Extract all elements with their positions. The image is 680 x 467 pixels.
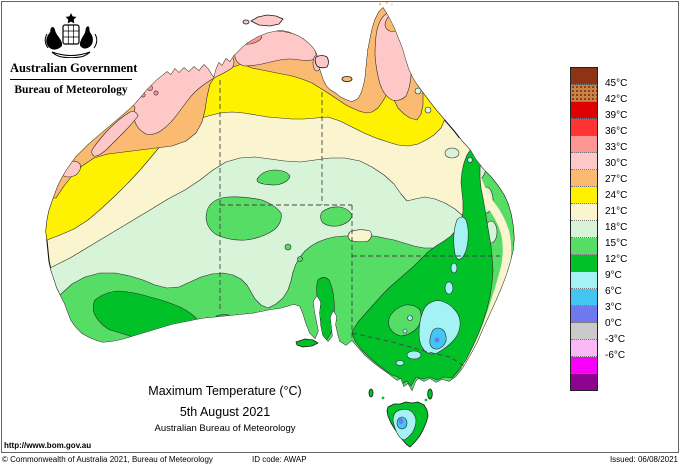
legend-swatch [571, 272, 597, 289]
legend-swatch [571, 289, 597, 306]
legend-swatch [571, 306, 597, 323]
legend-swatch [571, 340, 597, 357]
central-green-patches [205, 169, 353, 262]
bom-url: http://www.bom.gov.au [4, 441, 92, 450]
legend-label: 42°C [605, 94, 628, 105]
legend-label: -3°C [605, 334, 626, 345]
legend-swatch [571, 357, 597, 374]
legend-label: 3°C [605, 302, 622, 313]
legend-label: 24°C [605, 190, 628, 201]
map-border-frame [1, 1, 679, 453]
map-title-block: Maximum Temperature (°C) 5th August 2021… [75, 384, 375, 434]
victoria-midgreen-hole [388, 304, 422, 337]
legend-label: 9°C [605, 270, 622, 281]
band-9-12 [395, 157, 473, 366]
legend-color-scale [570, 67, 598, 391]
bureau-title: Bureau of Meteorology [14, 84, 128, 96]
government-header: Australian Government Bureau of Meteorol… [10, 12, 138, 96]
legend-swatch [571, 153, 597, 170]
legend-swatch [571, 136, 597, 153]
government-title: Australian Government [10, 61, 138, 75]
legend-swatch [571, 85, 597, 102]
legend-label: 45°C [605, 78, 628, 89]
id-code-text: ID code: AWAP [252, 455, 307, 464]
legend-swatch [571, 119, 597, 136]
legend-label: 27°C [605, 174, 628, 185]
legend-label: -6°C [605, 350, 626, 361]
issued-date-text: Issued: 06/08/2021 [609, 455, 678, 464]
legend-swatch [571, 374, 597, 390]
legend-swatch [571, 68, 597, 85]
coat-of-arms-icon [44, 13, 98, 58]
legend-label: 21°C [605, 206, 628, 217]
legend-swatch [571, 102, 597, 119]
footer-strip: © Commonwealth of Australia 2021, Bureau… [0, 455, 680, 467]
temperature-legend: 45°C 42°C 39°C 36°C 33°C 30°C 27°C 24°C … [570, 67, 627, 391]
legend-swatch [571, 255, 597, 272]
legend-label: 12°C [605, 254, 628, 265]
header-divider [10, 79, 132, 80]
legend-swatch [571, 323, 597, 340]
map-organisation: Australian Bureau of Meteorology [154, 423, 296, 434]
legend-label: 0°C [605, 318, 622, 329]
cream-inlier [347, 229, 372, 243]
legend-label: 18°C [605, 222, 628, 233]
legend-label: 36°C [605, 126, 628, 137]
copyright-text: © Commonwealth of Australia 2021, Bureau… [2, 455, 213, 464]
legend-swatch [571, 170, 597, 187]
legend-labels: 45°C 42°C 39°C 36°C 33°C 30°C 27°C 24°C … [605, 67, 627, 391]
legend-label: 33°C [605, 142, 628, 153]
legend-label: 30°C [605, 158, 628, 169]
legend-swatch [571, 187, 597, 204]
state-borders [219, 80, 500, 375]
legend-swatch [571, 204, 597, 221]
legend-swatch [571, 238, 597, 255]
map-title: Maximum Temperature (°C) [148, 384, 302, 398]
islands [242, 1, 433, 402]
legend-label: 15°C [605, 238, 628, 249]
band-3-6 [434, 337, 440, 343]
legend-label: 39°C [605, 110, 628, 121]
map-date: 5th August 2021 [179, 405, 271, 419]
legend-label: 6°C [605, 286, 622, 297]
legend-swatch [571, 221, 597, 238]
tasmania [386, 401, 429, 448]
